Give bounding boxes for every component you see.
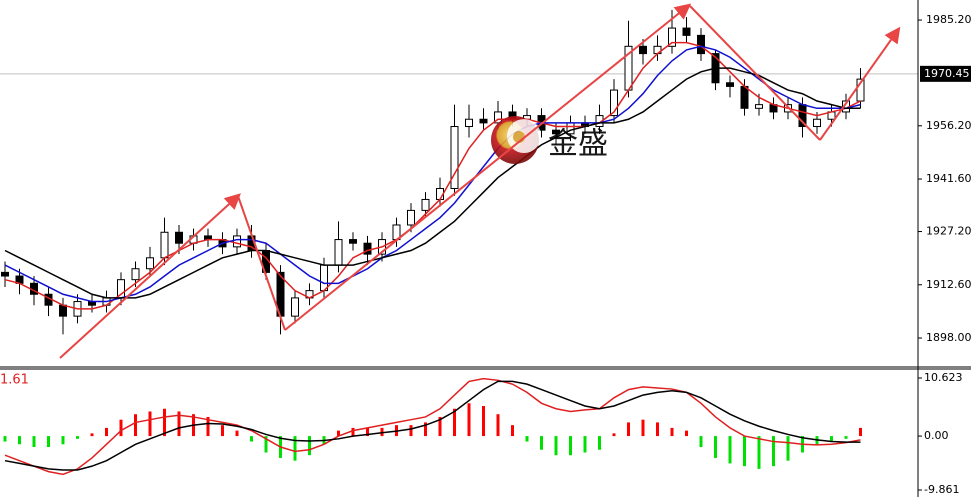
- candle-body: [131, 268, 140, 281]
- y-tick-label: 1898.00: [926, 331, 971, 344]
- candle-body: [682, 27, 691, 36]
- indicator-line: [4, 377, 861, 476]
- y-tick-label: 1941.60: [926, 172, 971, 185]
- y-tick-label: 0.00: [924, 429, 949, 442]
- candle-body: [233, 235, 241, 248]
- candle-body: [465, 118, 473, 128]
- watermark: 金盛: [491, 116, 608, 164]
- candle-body: [160, 231, 169, 259]
- y-tick-label: 1927.20: [926, 225, 971, 238]
- y-tick-label: -9.861: [924, 483, 959, 496]
- trend-arrow: [819, 26, 901, 141]
- indicator-line: [4, 67, 861, 299]
- indicator-line: [4, 380, 861, 471]
- trend-arrow: [59, 193, 241, 359]
- y-tick-label: 1985.20: [926, 13, 971, 26]
- candle-body: [755, 104, 763, 109]
- candle-body: [363, 242, 372, 255]
- candle-body: [320, 264, 328, 292]
- candle-body: [349, 239, 357, 244]
- candle-body: [668, 27, 676, 47]
- y-tick-label: 10.623: [924, 371, 963, 384]
- candle-body: [1, 271, 9, 277]
- candle-body: [479, 118, 488, 124]
- candle-body: [334, 239, 343, 266]
- trend-arrows: [59, 3, 901, 359]
- candle-body: [450, 126, 459, 190]
- candle-body: [639, 45, 647, 55]
- current-price-label: 1970.45: [924, 67, 970, 80]
- candle-body: [697, 34, 705, 55]
- y-tick-label: 1956.20: [926, 119, 971, 132]
- candle-body: [552, 129, 560, 135]
- current-price-box: [920, 65, 971, 82]
- candle-body: [740, 85, 749, 109]
- candle-body: [291, 297, 299, 317]
- candle-body: [421, 198, 430, 211]
- watermark-text: 金盛: [548, 127, 608, 162]
- indicator-line: [4, 41, 861, 310]
- candle-body: [610, 89, 618, 117]
- trend-line: [237, 195, 286, 331]
- trend-arrow: [284, 3, 692, 331]
- candle-body: [726, 82, 734, 87]
- y-tick-label: 1912.60: [926, 278, 971, 291]
- candle-body: [407, 209, 415, 226]
- candle-body: [146, 257, 154, 270]
- candle-body: [175, 231, 183, 244]
- candle-body: [494, 111, 502, 124]
- indicator-value: 1.61: [0, 373, 29, 388]
- indicator-line: [4, 45, 861, 303]
- trend-line: [689, 5, 821, 141]
- candle-body: [813, 118, 821, 128]
- macd-panel: 10.623 0.00 -9.861 1.61: [0, 371, 963, 496]
- candle-body: [59, 304, 67, 317]
